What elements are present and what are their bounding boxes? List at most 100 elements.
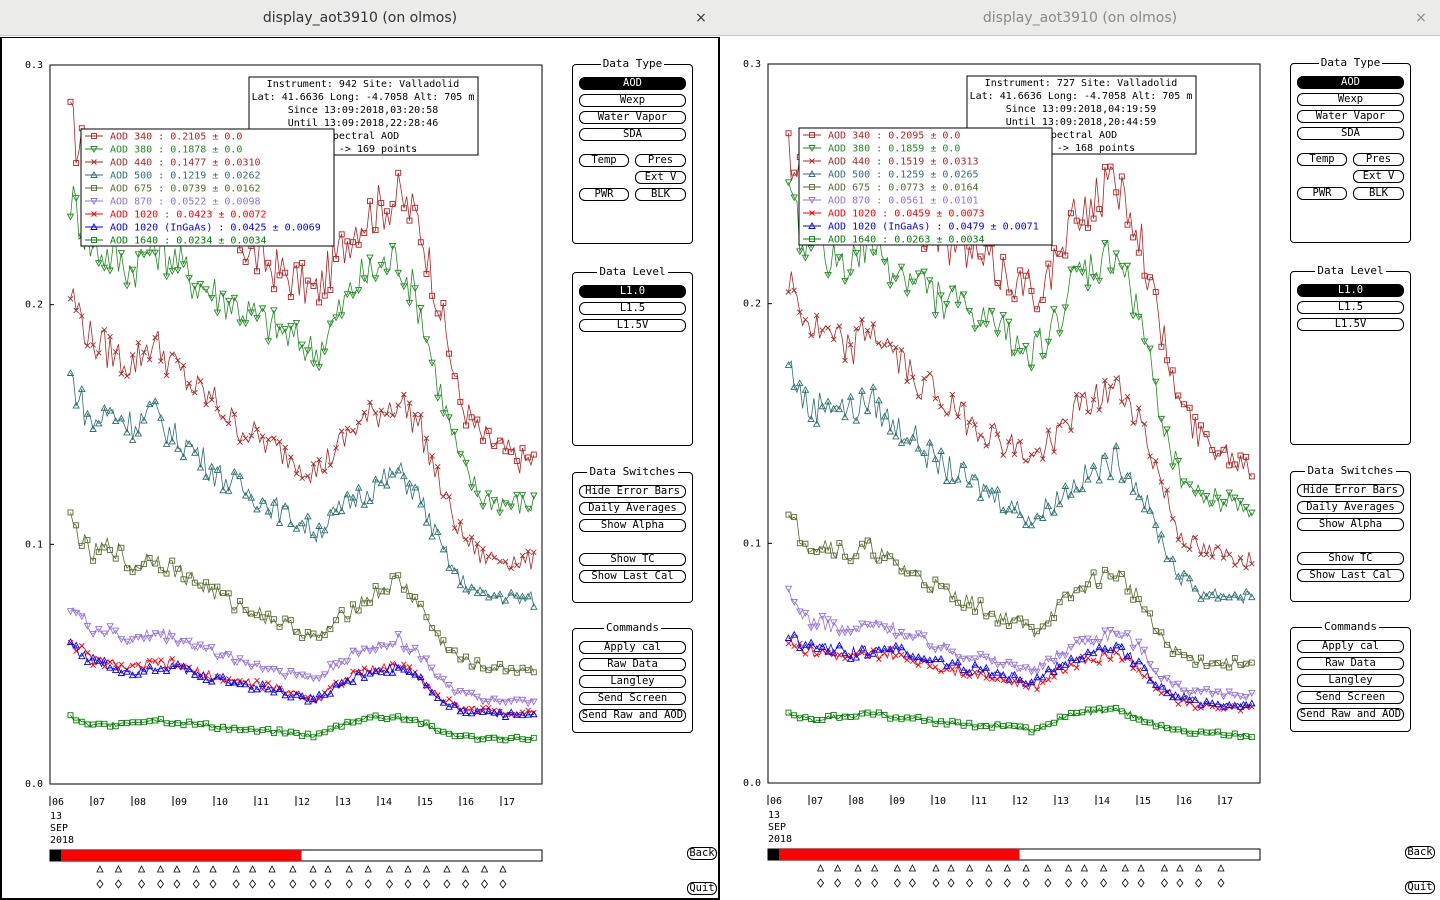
data-point	[858, 710, 865, 717]
blk-button[interactable]: BLK	[635, 188, 686, 201]
send-screen-button[interactable]: Send Screen	[579, 692, 686, 705]
temp-button[interactable]: Temp	[1297, 153, 1347, 166]
data-point	[938, 403, 944, 410]
data-point	[801, 640, 810, 648]
raw-data-button[interactable]: Raw Data	[579, 658, 686, 671]
data-point	[152, 560, 159, 567]
back-button[interactable]: Back	[1405, 846, 1435, 859]
series-aod-1640	[67, 712, 537, 744]
pres-button[interactable]: Pres	[635, 154, 686, 167]
data-point	[451, 525, 458, 531]
data-point	[1248, 509, 1256, 517]
data-point	[468, 733, 475, 740]
level-l1-5-button[interactable]: L1.5	[1297, 301, 1404, 314]
date-label: SEP	[50, 823, 68, 834]
close-icon[interactable]: ×	[695, 10, 707, 26]
data-point	[174, 640, 182, 648]
data-point	[1034, 686, 1040, 693]
data-type-sda-button[interactable]: SDA	[1297, 127, 1404, 140]
daily-averages-button[interactable]: Daily Averages	[579, 502, 686, 515]
data-point	[123, 428, 131, 436]
data-point	[309, 531, 318, 538]
data-type-aod-button[interactable]: AOD	[1297, 76, 1404, 89]
data-point	[876, 340, 882, 347]
ext-v-button[interactable]: Ext V	[1353, 170, 1404, 183]
data-point	[320, 526, 329, 534]
data-point	[1209, 703, 1216, 710]
show-last-cal-button[interactable]: Show Last Cal	[1297, 569, 1404, 582]
data-point	[1027, 364, 1036, 372]
data-point	[1101, 644, 1109, 652]
level-l1-0-button[interactable]: L1.0	[1297, 284, 1404, 297]
langley-button[interactable]: Langley	[1297, 674, 1404, 687]
pwr-button[interactable]: PWR	[1297, 187, 1347, 200]
send-raw-and-aod-button[interactable]: Send Raw and AOD	[579, 709, 686, 722]
legend-entry: AOD 380 : 0.1859 ± 0.0	[803, 144, 960, 155]
show-tc-button[interactable]: Show TC	[579, 553, 686, 566]
level-l1-5v-button[interactable]: L1.5V	[1297, 318, 1404, 331]
data-point	[242, 607, 249, 614]
hide-error-bars-button[interactable]: Hide Error Bars	[1297, 484, 1404, 497]
quit-button[interactable]: Quit	[1405, 881, 1435, 894]
data-point	[1000, 723, 1007, 730]
data-point	[508, 665, 515, 671]
apply-cal-button[interactable]: Apply cal	[579, 641, 686, 654]
data-point	[977, 253, 984, 260]
data-point	[513, 491, 521, 499]
level-l1-5-button[interactable]: L1.5	[579, 302, 686, 315]
data-point	[1197, 688, 1205, 696]
ext-v-button[interactable]: Ext V	[635, 171, 686, 184]
data-point	[914, 653, 923, 660]
blk-button[interactable]: BLK	[1353, 187, 1404, 200]
timeline-bar[interactable]	[767, 848, 1261, 861]
data-point	[1039, 623, 1046, 630]
close-icon[interactable]: ×	[1415, 10, 1427, 26]
data-point	[89, 653, 97, 661]
data-point	[530, 549, 537, 556]
langley-button[interactable]: Langley	[579, 675, 686, 688]
data-type-wexp-button[interactable]: Wexp	[579, 94, 686, 107]
pwr-button[interactable]: PWR	[579, 188, 629, 201]
data-type-wexp-button[interactable]: Wexp	[1297, 93, 1404, 106]
data-type-water-vapor-button[interactable]: Water Vapor	[579, 111, 686, 124]
data-point	[818, 402, 827, 410]
quit-button[interactable]: Quit	[687, 882, 717, 895]
data-point	[446, 493, 452, 500]
cal-marker	[364, 865, 372, 889]
panel-title: Commands	[573, 621, 692, 635]
data-point	[406, 400, 413, 406]
show-alpha-button[interactable]: Show Alpha	[1297, 518, 1404, 531]
send-screen-button[interactable]: Send Screen	[1297, 691, 1404, 704]
data-point	[1175, 392, 1182, 399]
pres-button[interactable]: Pres	[1353, 153, 1404, 166]
data-point	[1033, 673, 1041, 681]
temp-button[interactable]: Temp	[579, 154, 629, 167]
level-l1-5v-button[interactable]: L1.5V	[579, 319, 686, 332]
data-point	[467, 583, 476, 591]
show-alpha-button[interactable]: Show Alpha	[579, 519, 686, 532]
raw-data-button[interactable]: Raw Data	[1297, 657, 1404, 670]
data-type-aod-button[interactable]: AOD	[579, 77, 686, 90]
data-point	[394, 466, 402, 474]
data-point	[966, 602, 973, 609]
data-type-sda-button[interactable]: SDA	[579, 128, 686, 141]
back-button[interactable]: Back	[687, 847, 717, 860]
level-l1-0-button[interactable]: L1.0	[579, 285, 686, 298]
show-last-cal-button[interactable]: Show Last Cal	[579, 570, 686, 583]
apply-cal-button[interactable]: Apply cal	[1297, 640, 1404, 653]
timeline-bar[interactable]	[49, 849, 543, 862]
series-line	[788, 588, 1252, 699]
data-point	[275, 519, 284, 526]
data-type-water-vapor-button[interactable]: Water Vapor	[1297, 110, 1404, 123]
data-point	[1106, 646, 1115, 654]
daily-averages-button[interactable]: Daily Averages	[1297, 501, 1404, 514]
data-point	[1225, 688, 1233, 696]
data-point	[253, 315, 261, 323]
show-tc-button[interactable]: Show TC	[1297, 552, 1404, 565]
data-point	[1090, 396, 1097, 403]
data-point	[853, 713, 860, 720]
hide-error-bars-button[interactable]: Hide Error Bars	[579, 485, 686, 498]
data-point	[145, 635, 154, 643]
data-point	[976, 320, 985, 328]
send-raw-and-aod-button[interactable]: Send Raw and AOD	[1297, 708, 1404, 721]
